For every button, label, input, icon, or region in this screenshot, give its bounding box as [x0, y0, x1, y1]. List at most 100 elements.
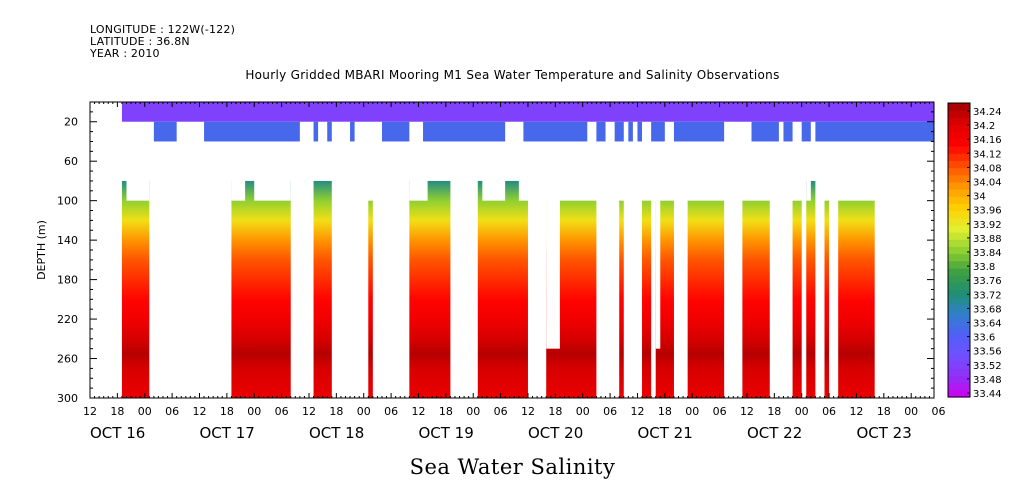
surface-deep-band [327, 121, 332, 142]
surface-deep-band [751, 121, 779, 142]
x-tick-label: 00 [466, 405, 480, 418]
data-layer [121, 102, 935, 398]
salinity-profile-block [477, 180, 528, 398]
surface-deep-band [628, 121, 633, 142]
date-label: OCT 16 [90, 424, 145, 442]
missing-data-gap [482, 180, 506, 201]
y-tick-label: 180 [57, 274, 78, 287]
colorbar-swatch [948, 138, 970, 147]
y-tick-label: 100 [57, 195, 78, 208]
surface-deep-band [673, 121, 725, 142]
surface-deep-band [350, 121, 355, 142]
surface-deep-band [801, 121, 811, 142]
missing-data-gap [126, 180, 150, 201]
colorbar-label: 33.92 [973, 220, 1002, 231]
x-tick-label: 18 [548, 405, 562, 418]
x-tick-label: 00 [138, 405, 152, 418]
x-tick-label: 12 [83, 405, 97, 418]
x-tick-label: 06 [165, 405, 179, 418]
x-tick-label: 06 [384, 405, 398, 418]
colorbar-label: 33.56 [973, 347, 1002, 358]
variable-title: Sea Water Salinity [409, 455, 616, 479]
y-axis-label: DEPTH (m) [35, 220, 48, 280]
salinity-profile-block [824, 200, 830, 398]
colorbar: 34.24 34.2 34.16 34.12 34.08 34.04 34 33.96 33.9… [947, 102, 1002, 400]
missing-data-gap [409, 180, 428, 201]
x-tick-label: 06 [932, 405, 946, 418]
colorbar-swatch [948, 282, 970, 291]
x-tick-label: 12 [630, 405, 644, 418]
x-tick-label: 00 [795, 405, 809, 418]
surface-deep-band [423, 121, 506, 142]
missing-data-gap [655, 200, 661, 349]
x-tick-label: 12 [740, 405, 754, 418]
colorbar-swatch [948, 267, 970, 276]
x-tick-label: 00 [685, 405, 699, 418]
colorbar-label: 33.76 [973, 276, 1002, 287]
colorbar-swatch [948, 289, 970, 298]
surface-deep-band [153, 121, 177, 142]
x-tick-label: 12 [192, 405, 206, 418]
date-label: OCT 17 [199, 424, 254, 442]
colorbar-swatch [948, 303, 970, 312]
colorbar-swatch [948, 375, 970, 384]
colorbar-label: 33.48 [973, 375, 1002, 386]
surface-deep-band [381, 121, 410, 142]
surface-deep-band [523, 121, 588, 142]
salinity-profile-block [313, 180, 332, 398]
missing-data-gap [254, 180, 291, 201]
colorbar-swatch [948, 325, 970, 334]
x-tick-label: 18 [110, 405, 124, 418]
colorbar-label: 34.16 [973, 135, 1002, 146]
salinity-profile-block [838, 200, 875, 398]
colorbar-label: 33.52 [973, 361, 1002, 372]
x-tick-label: 18 [877, 405, 891, 418]
salinity-profile-block [619, 200, 624, 398]
surface-deep-band [815, 121, 934, 142]
colorbar-label: 34.04 [973, 178, 1002, 189]
date-label: OCT 19 [418, 424, 473, 442]
x-tick-label: 18 [329, 405, 343, 418]
y-tick-label: 60 [64, 155, 78, 168]
colorbar-swatch [948, 196, 970, 204]
salinity-profile-block [806, 180, 816, 398]
x-tick-label: 06 [822, 405, 836, 418]
colorbar-swatch [948, 124, 970, 133]
missing-data-gap [231, 180, 246, 201]
x-tick-label: 18 [767, 405, 781, 418]
surface-deep-band [783, 121, 793, 142]
x-tick-label: 12 [521, 405, 535, 418]
salinity-profile-block [687, 200, 725, 398]
colorbar-label: 34.2 [973, 121, 995, 132]
surface-deep-band [313, 121, 319, 142]
date-label: OCT 22 [747, 424, 802, 442]
colorbar-swatch [948, 310, 970, 319]
latitude-label: LATITUDE : 36.8N [90, 35, 190, 48]
colorbar-swatch [948, 131, 970, 140]
colorbar-swatch [948, 174, 970, 183]
colorbar-swatch [948, 296, 970, 305]
colorbar-frame [947, 102, 971, 398]
colorbar-swatch [948, 181, 970, 190]
y-tick-label: 20 [64, 116, 78, 129]
colorbar-swatch [948, 361, 970, 369]
colorbar-swatch [948, 332, 970, 341]
colorbar-swatch [948, 318, 970, 326]
colorbar-label: 33.72 [973, 290, 1002, 301]
y-tick-label: 140 [57, 234, 78, 247]
colorbar-swatch [948, 339, 970, 348]
salinity-profile-block [368, 200, 373, 398]
x-tick-label: 00 [247, 405, 261, 418]
y-tick-label: 220 [57, 313, 78, 326]
colorbar-swatch [948, 203, 970, 212]
year-label: YEAR : 2010 [90, 47, 160, 60]
colorbar-label: 33.6 [973, 333, 995, 344]
salinity-profile-block [121, 180, 150, 398]
colorbar-label: 33.44 [973, 389, 1002, 400]
x-tick-label: 12 [411, 405, 425, 418]
colorbar-swatch [948, 153, 970, 161]
x-tick-label: 06 [494, 405, 508, 418]
x-tick-label: 12 [849, 405, 863, 418]
axes-layer: 20 60 100 140 180 220 260 300 DEPTH (m) 12 18 00 06 1… [35, 102, 946, 442]
